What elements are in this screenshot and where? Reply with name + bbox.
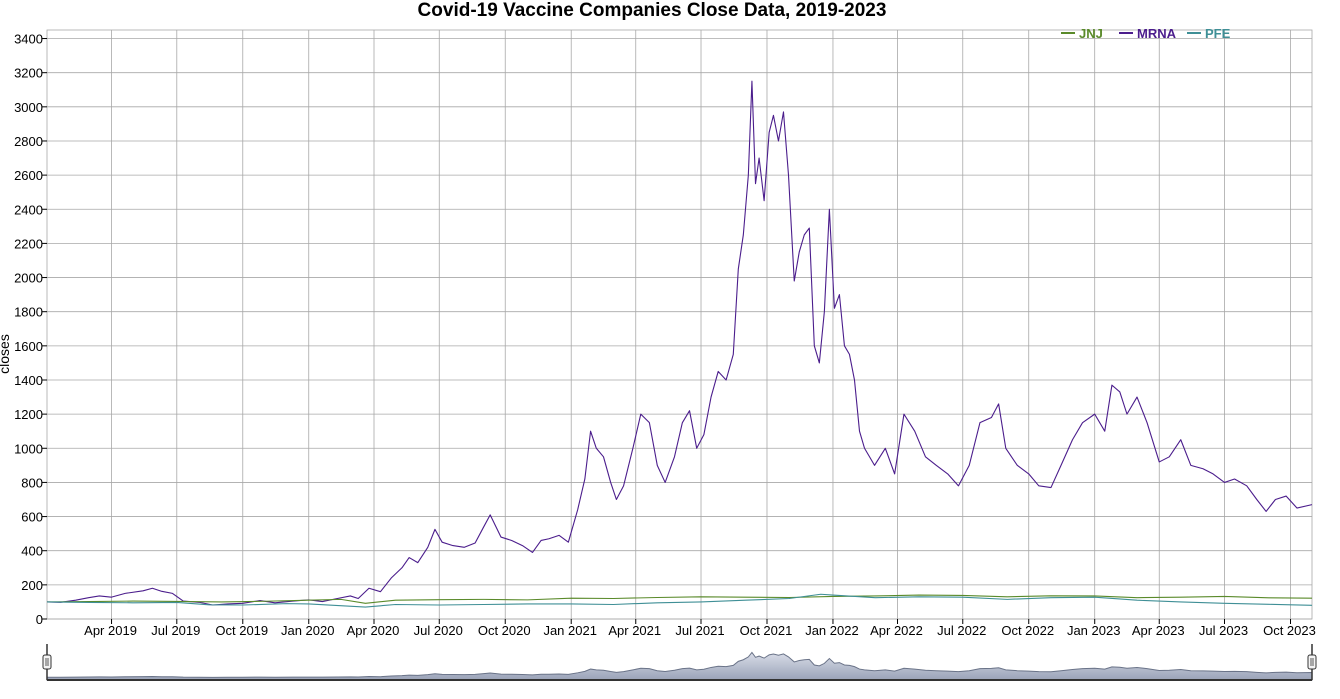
- plot-frame: [46, 29, 1313, 620]
- legend-item-mrna[interactable]: MRNA: [1119, 26, 1177, 41]
- legend-item-pfe[interactable]: PFE: [1187, 26, 1231, 41]
- x-tick-label: Oct 2021: [740, 623, 793, 638]
- y-tick-label: 1400: [14, 373, 43, 388]
- y-tick-label: 2400: [14, 202, 43, 217]
- x-tick-label: Oct 2019: [215, 623, 268, 638]
- x-tick-label: Jul 2019: [151, 623, 200, 638]
- x-tick-label: Jan 2023: [1067, 623, 1121, 638]
- legend-label: MRNA: [1137, 26, 1177, 41]
- y-tick-label: 200: [21, 578, 43, 593]
- y-tick-label: 1800: [14, 305, 43, 320]
- x-tick-label: Apr 2021: [608, 623, 661, 638]
- handle-grip: [42, 654, 52, 670]
- y-tick-label: 3000: [14, 100, 43, 115]
- series-lines: [46, 80, 1313, 608]
- y-axis-ticks: 0 200 400 600 800 1000 1200 1400 1600 1800 2000 220…: [14, 32, 47, 627]
- x-tick-label: Apr 2020: [347, 623, 400, 638]
- y-tick-label: 400: [21, 544, 43, 559]
- x-tick-label: Oct 2020: [478, 623, 531, 638]
- series-line-pfe: [46, 593, 1313, 608]
- x-tick-label: Apr 2019: [84, 623, 137, 638]
- x-tick-label: Oct 2022: [1001, 623, 1054, 638]
- y-axis-label: closes: [0, 334, 12, 374]
- x-tick-label: Jul 2020: [414, 623, 463, 638]
- y-tick-label: 1000: [14, 441, 43, 456]
- y-tick-label: 0: [36, 612, 43, 627]
- y-tick-label: 1600: [14, 339, 43, 354]
- series-line-mrna: [46, 80, 1313, 606]
- y-tick-label: 800: [21, 475, 43, 490]
- handle-grip: [1307, 654, 1317, 670]
- legend[interactable]: JNJ MRNA PFE: [1061, 26, 1231, 41]
- y-tick-label: 2200: [14, 236, 43, 251]
- x-tick-label: Oct 2023: [1263, 623, 1316, 638]
- x-tick-label: Jan 2022: [805, 623, 859, 638]
- range-slider-left-handle[interactable]: [42, 644, 52, 680]
- legend-label: PFE: [1205, 26, 1231, 41]
- x-tick-label: Jul 2022: [937, 623, 986, 638]
- x-tick-label: Jan 2020: [281, 623, 335, 638]
- range-slider[interactable]: [42, 644, 1317, 681]
- legend-label: JNJ: [1079, 26, 1103, 41]
- y-tick-label: 3400: [14, 32, 43, 47]
- y-tick-label: 3200: [14, 66, 43, 81]
- y-tick-label: 2600: [14, 168, 43, 183]
- y-tick-label: 2800: [14, 134, 43, 149]
- x-axis-ticks: Apr 2019 Jul 2019 Oct 2019 Jan 2020 Apr 2020…: [84, 619, 1316, 638]
- x-tick-label: Jul 2023: [1199, 623, 1248, 638]
- series-line-jnj: [46, 594, 1313, 604]
- range-slider-preview: [46, 651, 1313, 681]
- y-tick-label: 2000: [14, 271, 43, 286]
- y-tick-label: 600: [21, 510, 43, 525]
- chart-title: Covid-19 Vaccine Companies Close Data, 2…: [418, 0, 887, 21]
- x-tick-label: Jul 2021: [675, 623, 724, 638]
- legend-item-jnj[interactable]: JNJ: [1061, 26, 1103, 41]
- y-tick-label: 1200: [14, 407, 43, 422]
- x-tick-label: Jan 2021: [543, 623, 597, 638]
- x-tick-label: Apr 2023: [1132, 623, 1185, 638]
- range-slider-right-handle[interactable]: [1307, 644, 1317, 680]
- x-tick-label: Apr 2022: [870, 623, 923, 638]
- gridlines: [46, 29, 1313, 620]
